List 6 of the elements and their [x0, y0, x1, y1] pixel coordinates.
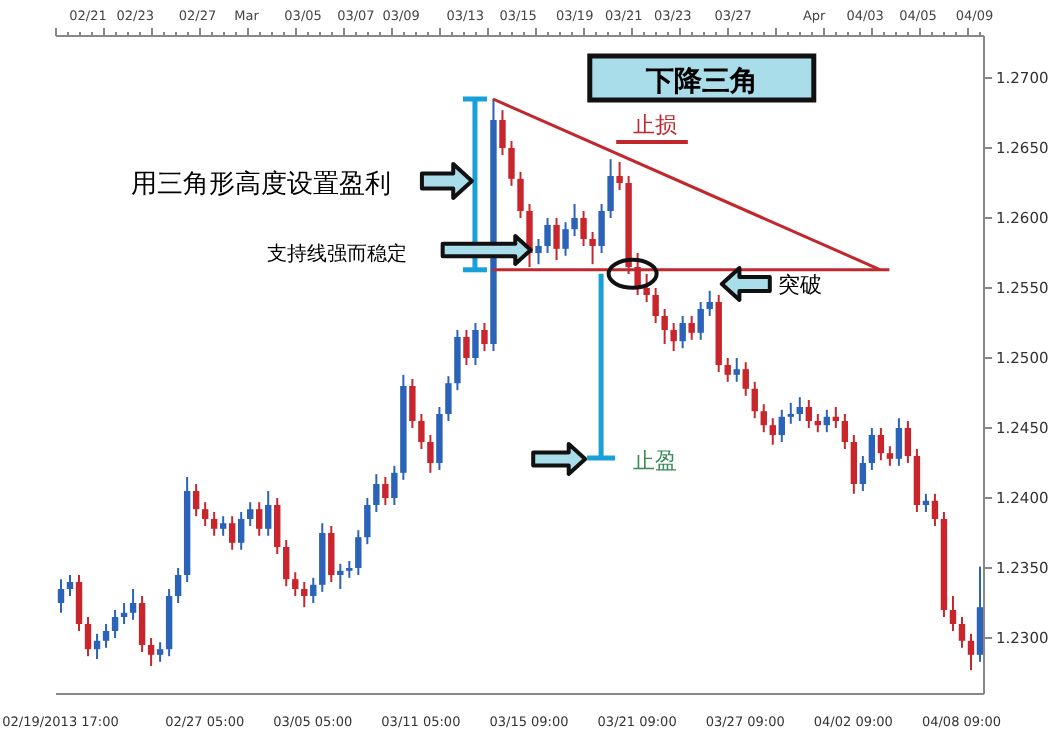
text: 下降三角 [643, 66, 758, 98]
annotation: 用三角形高度设置盈利 [131, 168, 392, 200]
annotation: 突破 [778, 272, 823, 298]
annotation: 支持线强而稳定 [267, 242, 408, 266]
annotation: 止损 [633, 112, 678, 138]
annotation: 止盈 [633, 448, 678, 474]
